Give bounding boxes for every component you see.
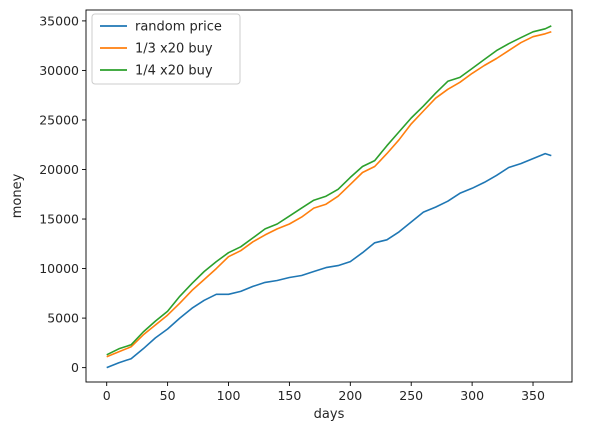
x-tick-label: 200 bbox=[338, 388, 362, 403]
legend: random price 1/3 x20 buy 1/4 x20 buy bbox=[91, 13, 241, 85]
y-axis-label: money bbox=[10, 173, 25, 218]
y-tick-label: 35000 bbox=[39, 13, 79, 28]
y-tick-label: 20000 bbox=[39, 162, 79, 177]
x-tick-label: 150 bbox=[277, 388, 301, 403]
legend-label-1: random price bbox=[135, 20, 222, 35]
series-line-3 bbox=[106, 25, 552, 356]
legend-box bbox=[91, 13, 241, 85]
x-axis-label: days bbox=[314, 407, 345, 422]
y-tick-label: 25000 bbox=[39, 112, 79, 127]
x-axis-ticks: 0 50 100 150 200 250 300 350 bbox=[103, 382, 545, 403]
y-tick-label: 0 bbox=[71, 360, 79, 375]
legend-label-3: 1/4 x20 buy bbox=[135, 64, 213, 79]
y-axis-ticks: 0 5000 10000 15000 20000 25000 30000 35000 bbox=[39, 13, 86, 375]
y-tick-label: 30000 bbox=[39, 63, 79, 78]
y-tick-label: 5000 bbox=[47, 311, 79, 326]
y-tick-label: 15000 bbox=[39, 212, 79, 227]
y-tick-label: 10000 bbox=[39, 261, 79, 276]
x-tick-label: 100 bbox=[217, 388, 241, 403]
series-layer bbox=[106, 25, 552, 369]
legend-label-2: 1/3 x20 buy bbox=[135, 42, 213, 57]
x-tick-label: 0 bbox=[103, 388, 111, 403]
series-line-2 bbox=[106, 31, 552, 358]
x-tick-label: 250 bbox=[399, 388, 423, 403]
series-line-1 bbox=[106, 152, 552, 369]
x-tick-label: 350 bbox=[521, 388, 545, 403]
x-tick-label: 300 bbox=[460, 388, 484, 403]
plot-frame bbox=[85, 9, 573, 383]
x-tick-label: 50 bbox=[160, 388, 176, 403]
